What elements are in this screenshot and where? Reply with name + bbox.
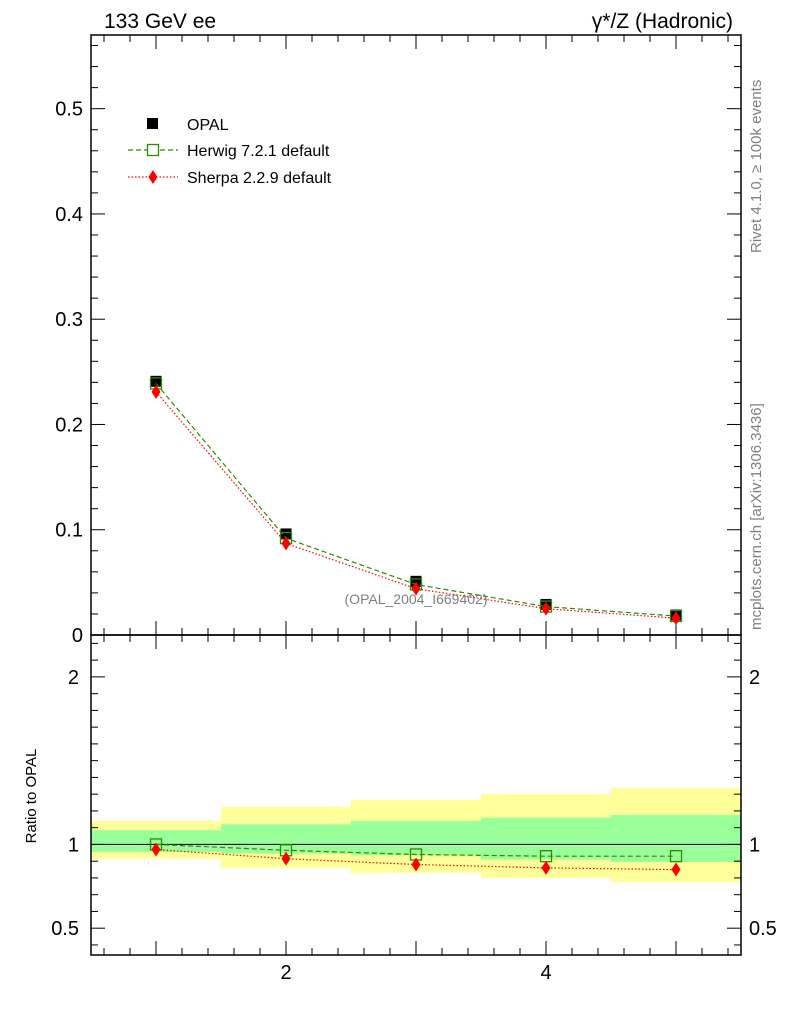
uncertainty-band-inner — [611, 815, 741, 863]
herwig-ratio-point — [669, 850, 683, 863]
sherpa-point — [671, 611, 681, 626]
ratio-x-tick-label: 4 — [540, 962, 551, 984]
ratio-y-tick-label-left: 1 — [68, 834, 79, 856]
main-y-tick-label: 0.3 — [55, 309, 83, 331]
opal-data-point — [150, 375, 162, 387]
sherpa-ratio-point — [671, 862, 681, 877]
ratio-y-tick-labels: 0.5 0.5 1 1 2 2 — [51, 667, 777, 940]
legend: OPAL Herwig 7.2.1 default Sherpa 2.2.9 d… — [128, 117, 332, 187]
mcplots-label: mcplots.cern.ch [arXiv:1306.3436] — [748, 403, 765, 630]
ratio-y-tick-label-right: 2 — [749, 667, 760, 689]
legend-sherpa-marker — [148, 170, 158, 184]
sherpa-point — [151, 384, 161, 399]
analysis-reference: (OPAL_2004_I669402) — [345, 591, 488, 607]
main-plot-area — [90, 34, 742, 636]
legend-opal-label: OPAL — [187, 117, 229, 134]
ratio-y-tick-label-left: 2 — [68, 667, 79, 689]
rivet-label: Rivet 4.1.0, ≥ 100k events — [748, 80, 765, 253]
main-y-tick-labels: 0 0.1 0.2 0.3 0.4 0.5 — [55, 99, 83, 647]
main-y-tick-label: 0.4 — [55, 204, 83, 226]
legend-herwig-marker — [146, 143, 160, 157]
legend-herwig-label: Herwig 7.2.1 default — [187, 143, 330, 160]
energy-title: 133 GeV ee — [104, 10, 216, 33]
process-title: γ*/Z (Hadronic) — [592, 10, 733, 33]
herwig-ratio-point — [539, 850, 553, 863]
main-y-tick-label: 0.2 — [55, 414, 83, 436]
sherpa-ratio-point — [541, 860, 551, 875]
main-y-tick-label: 0.5 — [55, 99, 83, 121]
opal-data-point — [410, 575, 422, 587]
main-y-tick-label: 0 — [72, 625, 83, 647]
legend-sherpa-label: Sherpa 2.2.9 default — [187, 170, 332, 187]
ratio-y-tick-label-right: 0.5 — [749, 918, 777, 940]
sherpa-ratio-point — [281, 851, 291, 866]
ratio-ylabel: Ratio to OPAL — [23, 749, 40, 844]
sherpa-ratio-point — [411, 857, 421, 872]
ratio-y-tick-label-left: 0.5 — [51, 918, 79, 940]
herwig-ratio-line — [155, 843, 676, 857]
sherpa-point — [541, 601, 551, 616]
sherpa-point — [411, 581, 421, 596]
sherpa-ratio-point — [151, 842, 161, 857]
ratio-plot-area — [90, 634, 742, 956]
uncertainty-band-inner — [91, 830, 221, 852]
main-y-tick-label: 0.1 — [55, 520, 83, 542]
ratio-x-tick-label: 2 — [280, 962, 291, 984]
opal-data-point — [280, 528, 292, 540]
uncertainty-band-inner — [481, 817, 611, 860]
ratio-y-tick-label-right: 1 — [749, 834, 760, 856]
sherpa-point — [281, 536, 291, 551]
uncertainty-band-inner — [221, 824, 351, 854]
legend-opal-marker — [147, 118, 158, 129]
main-panel: 0 0.1 0.2 0.3 0.4 0.5 OPAL Herwig 7.2.1 defau… — [55, 34, 742, 647]
